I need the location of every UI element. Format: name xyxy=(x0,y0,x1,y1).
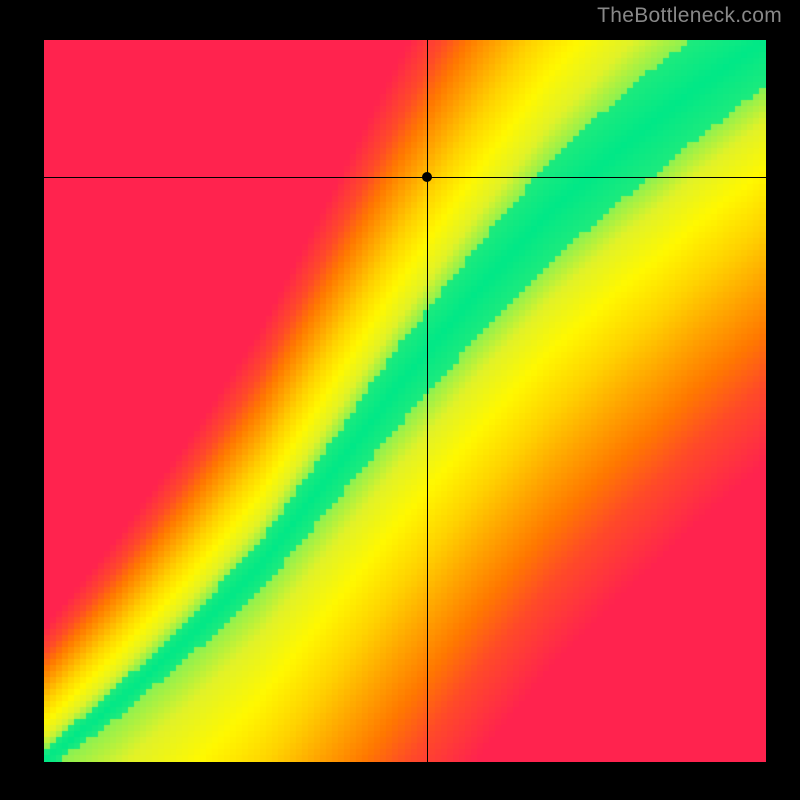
crosshair-vertical xyxy=(427,40,428,762)
crosshair-marker xyxy=(422,172,432,182)
crosshair-horizontal xyxy=(44,177,766,178)
watermark-text: TheBottleneck.com xyxy=(597,4,782,28)
bottleneck-heatmap xyxy=(44,40,766,762)
